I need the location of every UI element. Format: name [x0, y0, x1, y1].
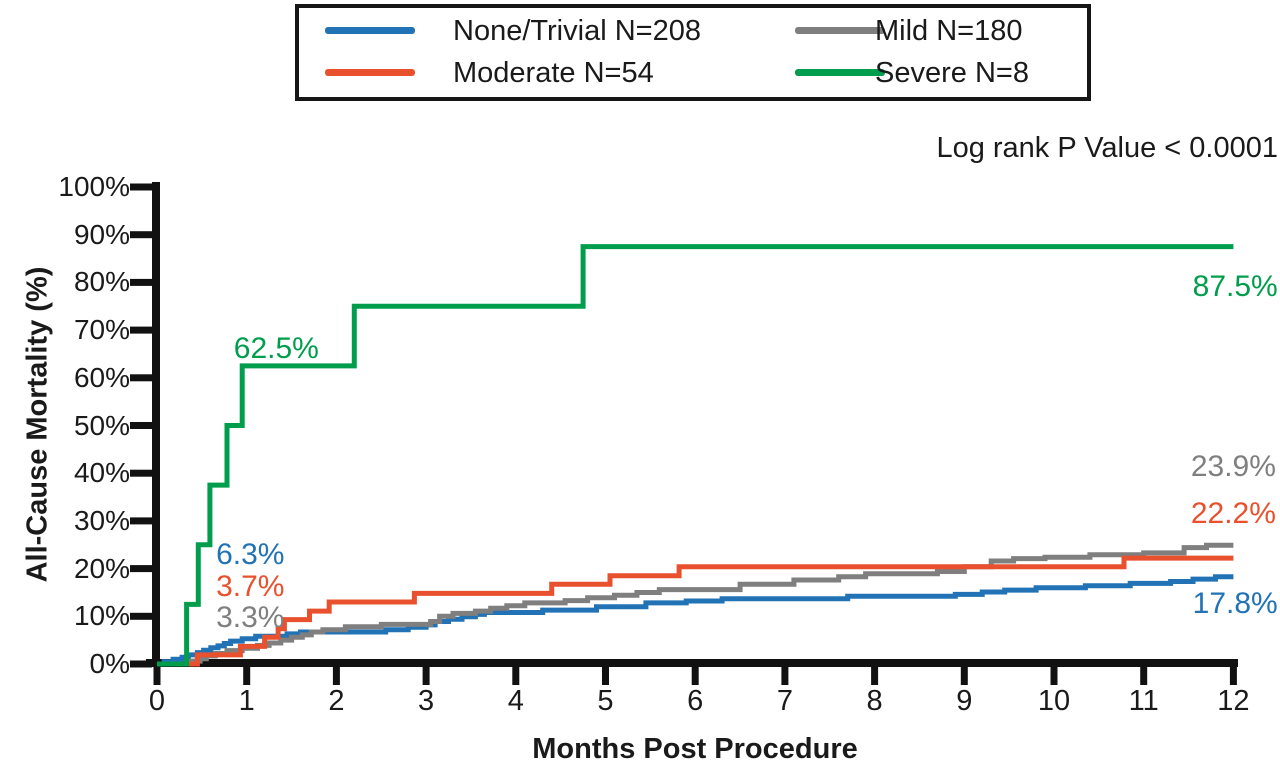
x-tick	[332, 667, 340, 685]
curve-annotation: 22.2%	[1190, 497, 1276, 531]
curve-annotation: 23.9%	[1190, 449, 1276, 483]
legend-swatch-mild	[795, 27, 885, 34]
y-tick-label: 80%	[73, 266, 130, 298]
x-tick	[781, 667, 789, 685]
y-tick	[130, 231, 152, 239]
x-tick-label: 1	[238, 685, 255, 717]
curve-none-trivial	[157, 574, 1234, 667]
y-tick	[130, 612, 152, 620]
y-tick-label: 0%	[89, 648, 130, 679]
legend-swatch-moderate	[325, 69, 415, 76]
legend-swatch-none-trivial	[325, 27, 415, 34]
y-tick	[130, 183, 152, 191]
x-tick-label: 4	[507, 685, 524, 717]
y-tick-label: 30%	[73, 504, 130, 536]
y-axis-line	[152, 182, 160, 667]
x-tick	[1229, 667, 1237, 685]
x-tick-label: 8	[866, 685, 883, 717]
y-tick-label: 50%	[73, 409, 130, 441]
y-tick	[130, 422, 152, 429]
log-rank-p-value: Log rank P Value < 0.0001	[936, 132, 1278, 164]
x-tick	[1140, 667, 1148, 685]
curve-annotation: 87.5%	[1192, 270, 1278, 304]
x-tick	[422, 667, 430, 685]
curve-annotation: 17.8%	[1192, 587, 1278, 621]
x-tick	[871, 667, 879, 685]
y-tick	[130, 517, 152, 525]
x-tick-label: 0	[148, 685, 166, 717]
x-tick-label: 2	[328, 685, 345, 717]
y-tick	[130, 469, 152, 477]
y-tick-label: 70%	[73, 314, 130, 346]
y-tick-label: 60%	[73, 361, 130, 393]
legend-label-mild: Mild N=180	[875, 15, 1023, 47]
x-tick-label: 6	[687, 685, 704, 717]
y-tick	[130, 374, 152, 382]
x-axis-title: Months Post Procedure	[532, 733, 858, 765]
legend-box	[295, 4, 1091, 101]
x-tick-label: 12	[1217, 685, 1250, 717]
curve-severe	[157, 244, 1234, 667]
x-tick	[1050, 667, 1058, 685]
x-tick	[512, 667, 520, 685]
x-tick-label: 3	[418, 685, 435, 717]
curve-moderate	[157, 555, 1234, 667]
y-tick	[130, 565, 152, 573]
curve-annotation: 6.3%	[216, 538, 285, 572]
y-tick-label: 100%	[58, 171, 130, 202]
y-tick	[130, 326, 152, 334]
legend-swatch-severe	[795, 69, 885, 76]
x-tick	[153, 667, 161, 685]
curve-mild	[157, 542, 1234, 667]
y-tick	[130, 278, 152, 286]
curve-annotation: 3.7%	[216, 570, 285, 604]
curve-annotation: 3.3%	[216, 601, 285, 635]
x-tick	[243, 667, 251, 685]
legend-label-severe: Severe N=8	[875, 57, 1029, 89]
x-tick-label: 7	[776, 685, 793, 717]
y-tick-label: 10%	[73, 600, 130, 632]
x-tick-label: 10	[1037, 685, 1071, 717]
y-tick	[130, 660, 152, 668]
legend-label-moderate: Moderate N=54	[453, 57, 654, 89]
y-tick-label: 20%	[73, 552, 130, 584]
y-tick-label: 90%	[73, 218, 130, 250]
x-tick-label: 9	[956, 685, 973, 717]
x-tick	[960, 667, 968, 685]
curve-annotation: 62.5%	[233, 332, 319, 366]
x-axis-line	[146, 659, 1238, 667]
x-tick	[691, 667, 699, 685]
legend-label-none-trivial: None/Trivial N=208	[453, 15, 701, 47]
x-tick-label: 11	[1128, 685, 1159, 717]
x-tick-label: 5	[597, 685, 614, 717]
x-tick	[602, 667, 609, 685]
y-tick-label: 40%	[73, 457, 130, 489]
